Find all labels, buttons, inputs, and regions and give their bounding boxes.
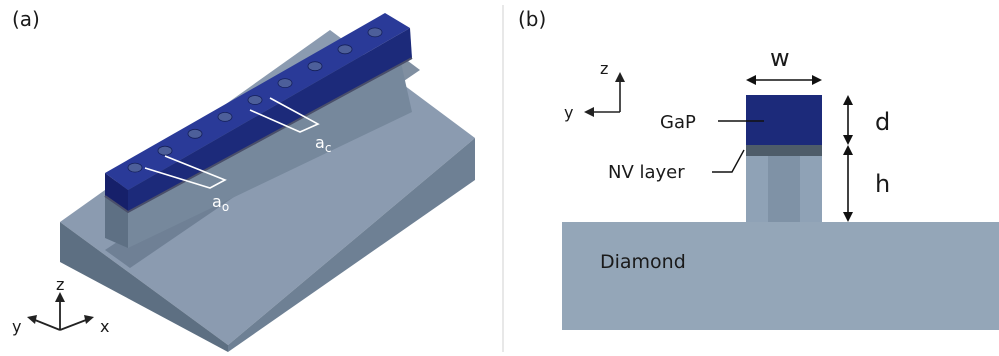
label-gap: GaP	[660, 112, 696, 133]
substrate-front-face	[60, 222, 228, 352]
gap-beam-side	[128, 28, 412, 212]
bracket-ao	[144, 155, 227, 189]
panel-a-label: (a)	[12, 7, 40, 31]
substrate-right-face	[228, 138, 475, 352]
hole-7	[307, 61, 323, 72]
hole-4	[217, 112, 233, 122]
axis-b-y: y	[564, 103, 573, 122]
label-d: d	[875, 108, 890, 136]
panel-a-illustration: ao ac	[60, 13, 475, 352]
hole-9	[367, 27, 383, 38]
label-nv-layer: NV layer	[608, 162, 685, 183]
width-dimension: w	[746, 44, 822, 85]
d-dimension: d	[843, 95, 890, 145]
label-ac: ac	[315, 133, 331, 155]
gap-block	[746, 95, 822, 145]
axis-a-z: z	[56, 275, 64, 294]
label-h: h	[875, 170, 890, 198]
gap-beam-end	[105, 173, 128, 212]
diamond-substrate	[562, 222, 999, 330]
photonic-crystal-holes	[127, 27, 383, 173]
panel-b-label: (b)	[518, 7, 546, 31]
hole-3	[187, 128, 203, 139]
label-diamond: Diamond	[600, 251, 686, 273]
bracket-ac	[249, 97, 320, 133]
nv-leader	[712, 149, 745, 173]
axis-a-y: y	[12, 317, 21, 336]
axis-a-x: x	[100, 317, 109, 336]
hole-1	[127, 162, 143, 173]
hole-2	[157, 145, 173, 156]
axis-b-z: z	[600, 59, 608, 78]
label-w: w	[770, 44, 790, 72]
axis-triad-b: z y	[564, 59, 625, 122]
pillar-shading	[768, 156, 800, 222]
h-dimension: h	[843, 145, 890, 222]
nv-layer	[746, 145, 822, 156]
label-ao: ao	[212, 192, 229, 214]
hole-5	[247, 95, 263, 105]
axis-triad-a: z y x	[12, 275, 109, 336]
ridge-pillar	[105, 58, 412, 248]
hole-8	[337, 44, 353, 55]
nv-layer-edge	[104, 57, 413, 214]
hole-6	[277, 78, 293, 88]
